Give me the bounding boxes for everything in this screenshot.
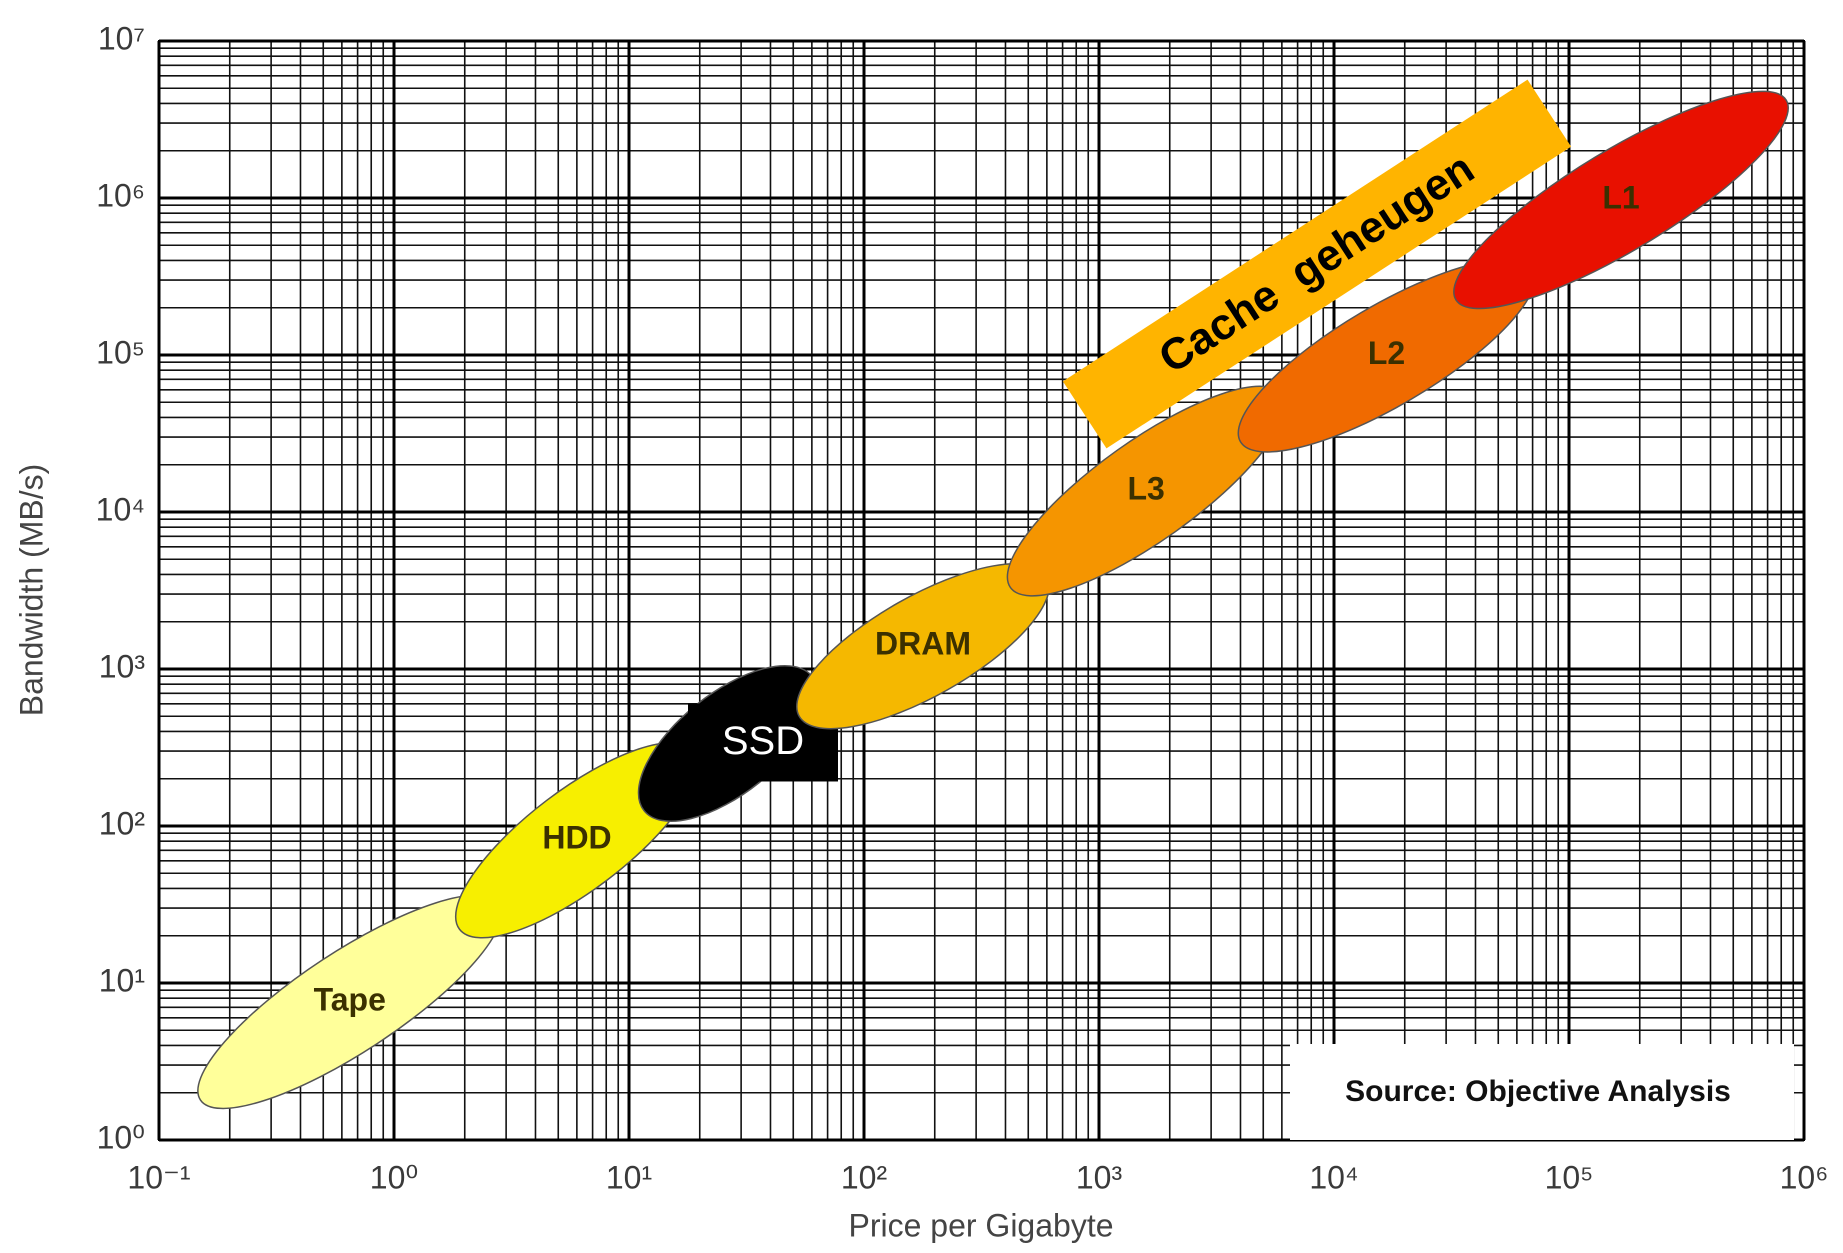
region-label: SSD (722, 719, 804, 763)
x-tick-label: 10¹ (606, 1159, 652, 1195)
region-label: Tape (314, 981, 386, 1017)
region-label: L1 (1602, 179, 1639, 215)
x-tick-label: 10⁻¹ (127, 1159, 190, 1195)
x-tick-label: 10⁴ (1309, 1159, 1358, 1195)
region-label: L3 (1127, 471, 1164, 507)
y-tick-label: 10⁵ (96, 334, 145, 370)
y-tick-label: 10⁰ (97, 1119, 145, 1155)
x-tick-label: 10³ (1076, 1159, 1123, 1195)
x-tick-label: 10⁵ (1545, 1159, 1594, 1195)
y-tick-label: 10² (99, 805, 146, 841)
source-text: Source: Objective Analysis (1345, 1075, 1731, 1108)
chart: Price per Gigabyte Bandwidth (MB/s) 10⁻¹… (0, 0, 1843, 1253)
y-tick-label: 10⁶ (96, 177, 145, 213)
region-label: DRAM (875, 626, 971, 662)
y-tick-label: 10⁷ (98, 20, 145, 56)
x-tick-label: 10⁶ (1780, 1159, 1829, 1195)
x-tick-label: 10⁰ (370, 1159, 418, 1195)
region-label: HDD (542, 820, 611, 856)
x-tick-label: 10² (841, 1159, 888, 1195)
x-axis-title: Price per Gigabyte (848, 1207, 1113, 1243)
page: {"chart_data": { "type": "ellipse", "x_l… (0, 0, 1843, 1253)
y-tick-label: 10¹ (99, 962, 145, 998)
region-label: L2 (1368, 335, 1405, 371)
y-tick-label: 10³ (99, 648, 146, 684)
y-axis-title: Bandwidth (MB/s) (13, 464, 49, 717)
y-tick-label: 10⁴ (96, 491, 145, 527)
